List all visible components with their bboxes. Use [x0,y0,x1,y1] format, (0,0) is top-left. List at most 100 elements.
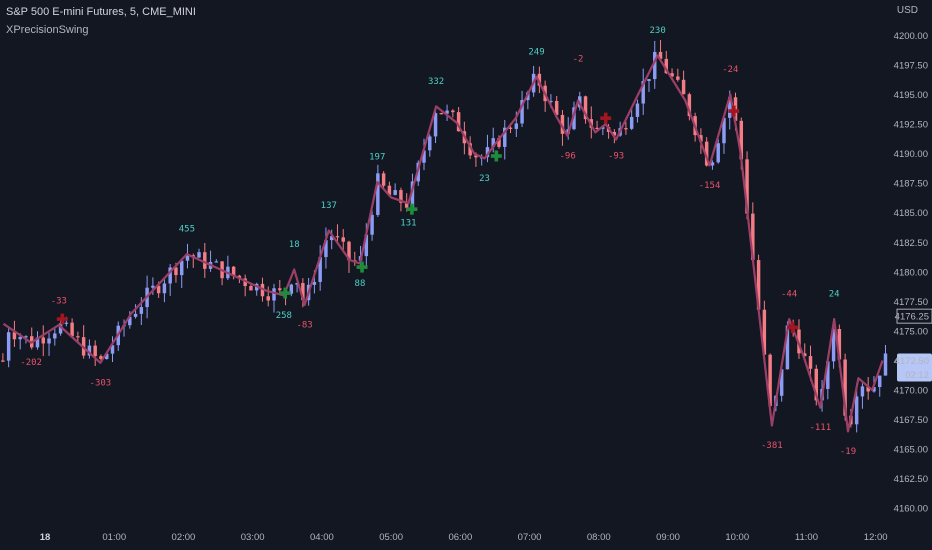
time-tick-label: 02:00 [172,532,196,543]
time-tick-label: 04:00 [310,532,334,543]
candle-body [653,51,657,80]
candle-body [624,128,628,130]
price-tags: 4176.25 4172.50 02:12 [895,308,932,382]
candle-body [762,309,767,355]
candle-body [76,336,80,338]
price-tick-label: 4170.00 [894,386,928,397]
swing-label: -83 [296,320,312,330]
candle-body [364,234,369,257]
candle-body [468,143,472,156]
candle-body [699,135,703,142]
swing-label: -44 [781,290,797,300]
candle-body [658,51,663,59]
price-axis: 4160.00 4162.50 4165.00 4167.50 4170.00 4172.… [894,31,928,515]
price-tick-label: 4180.00 [894,267,928,278]
time-tick-label: 05:00 [379,532,403,543]
countdown-label: 02:12 [905,370,929,381]
swing-label: 23 [479,174,490,184]
swing-label: 455 [179,225,195,235]
candle-body [87,345,92,356]
candle-body [831,329,836,362]
sell-marker [728,105,740,117]
time-tick-label: 06:00 [448,532,472,543]
crosshair-price-label: 4176.25 [895,312,929,323]
candle-body [151,285,155,288]
candle-body [376,173,380,215]
candle-body [335,236,340,238]
candle-body [104,353,109,360]
price-tick-label: 4197.50 [894,61,928,72]
price-tick-label: 4182.50 [894,238,928,249]
candle-body [203,252,207,269]
candle-body [474,155,478,158]
indicator-name[interactable]: XPrecisionSwing [6,24,89,36]
candle-body [93,345,97,357]
candle-body [329,236,334,241]
candle-body [312,281,317,285]
buy-marker-h [490,154,502,158]
price-tick-label: 4187.50 [894,179,928,190]
price-tick-label: 4185.00 [894,208,928,219]
buy-marker [356,261,368,273]
candle-body [18,336,22,340]
candle-body [231,266,236,276]
buy-marker [406,203,418,215]
candle-body [883,353,888,376]
swing-label: -96 [560,151,576,161]
candle-body [278,288,282,291]
sell-marker-h [56,317,68,321]
swing-label: 258 [276,311,292,321]
candle-body [664,58,669,74]
time-tick-label: 10:00 [725,532,749,543]
candle-body [249,286,253,291]
swing-label: -24 [722,65,738,75]
signal-markers-layer [56,105,799,333]
candle-body [456,112,461,132]
candle-body [503,127,507,147]
candle-body [110,345,115,354]
candle-body [854,396,859,425]
candle-body [387,185,392,195]
candle-body [629,116,634,129]
candle-body [162,283,167,294]
candle-body [491,138,495,148]
currency-label: USD [896,5,918,16]
candle-body [260,283,265,297]
swing-label: -154 [699,181,721,191]
candle-body [803,353,807,357]
candle-body [872,387,876,392]
candle-body [860,386,865,397]
swing-label: 137 [321,201,337,211]
swing-label: -2 [573,54,584,64]
price-tick-label: 4177.50 [894,297,928,308]
price-tick-label: 4175.00 [894,326,928,337]
buy-marker [279,287,291,299]
swing-label: -303 [90,378,112,388]
candle-body [410,181,415,208]
candle-body [826,361,830,389]
candle-body [520,100,524,124]
candle-body [681,79,686,95]
price-tick-label: 4165.00 [894,445,928,456]
candle-body [318,257,322,282]
price-tick-label: 4190.00 [894,149,928,160]
buy-marker-h [406,207,418,211]
swing-label: 197 [369,153,385,163]
candle-body [560,114,565,134]
candle-body [843,359,847,416]
candle-body [728,97,732,118]
candle-body [595,127,599,130]
chart-title[interactable]: S&P 500 E-mini Futures, 5, CME_MINI [6,6,196,18]
candle-body [133,313,138,317]
candle-body [99,356,103,360]
sell-marker [56,313,68,325]
candle-body [70,322,74,337]
candle-body [341,237,345,242]
buy-marker-h [356,265,368,269]
swing-label: 131 [400,219,416,229]
swing-line [2,54,884,433]
candle-body [58,323,63,334]
candle-body [433,113,438,137]
candle-body [687,94,692,117]
